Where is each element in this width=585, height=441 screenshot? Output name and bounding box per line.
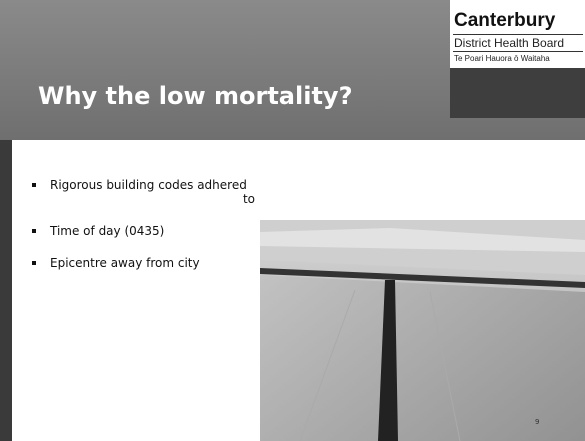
logo-rule <box>453 34 583 35</box>
logo-name: Canterbury <box>454 10 556 31</box>
header-accent <box>450 68 585 118</box>
bullet-list: Rigorous building codes adhered to Time o… <box>30 178 280 288</box>
photo <box>260 220 585 441</box>
logo-maori: Te Poari Hauora ō Waitaha <box>454 54 550 63</box>
fault-line <box>378 280 398 441</box>
furrow <box>299 289 356 441</box>
near-field <box>260 275 585 441</box>
logo-rule <box>453 51 583 52</box>
far-field <box>260 228 585 252</box>
logo-subtitle: District Health Board <box>454 36 565 50</box>
bullet-item: Epicentre away from city <box>30 256 280 270</box>
side-strip <box>0 140 12 441</box>
slide-title: Why the low mortality? <box>38 82 353 110</box>
furrow <box>429 291 461 441</box>
fault-line <box>260 268 585 288</box>
bullet-item: Time of day (0435) <box>30 224 280 238</box>
logo: Canterbury District Health Board Te Poar… <box>450 0 585 68</box>
bullet-item: Rigorous building codes adhered to <box>30 178 255 206</box>
page-number: 9 <box>535 418 540 426</box>
